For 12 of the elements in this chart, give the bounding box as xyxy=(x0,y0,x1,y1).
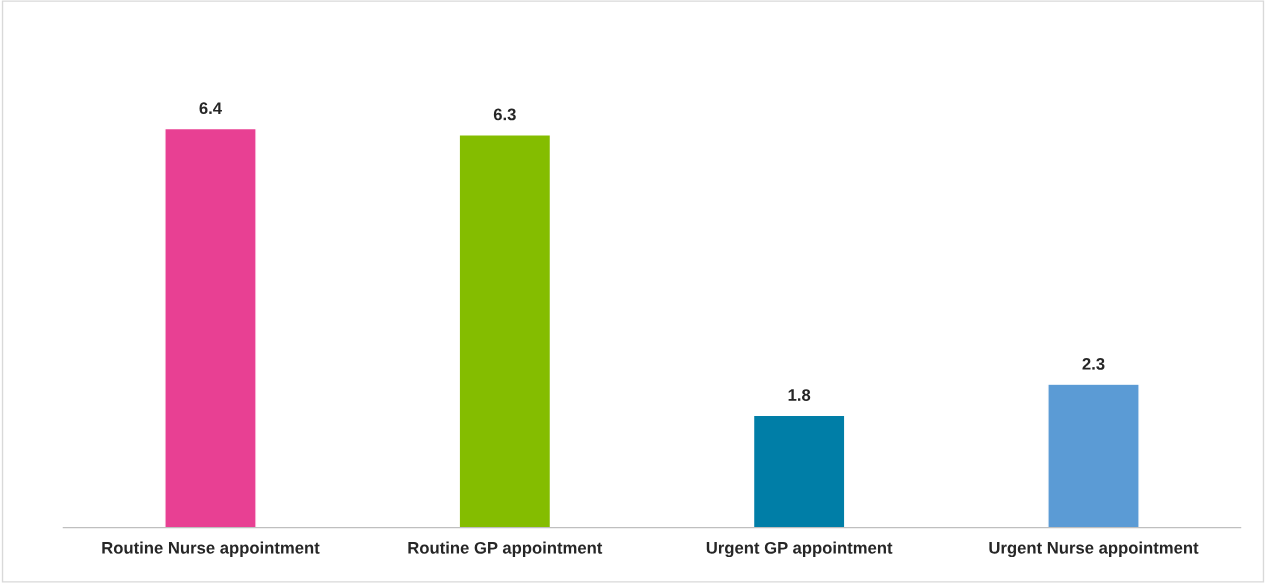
x-tick-label: Routine Nurse appointment xyxy=(102,541,320,558)
bar xyxy=(1047,383,1140,528)
bar xyxy=(752,414,846,528)
x-tick-label: Urgent Nurse appointment xyxy=(989,541,1199,558)
x-tick-label: Routine GP appointment xyxy=(408,541,603,558)
data-label: 1.8 xyxy=(788,389,811,401)
x-tick-label: Urgent GP appointment xyxy=(706,541,893,558)
bar xyxy=(164,127,257,528)
data-label: 2.3 xyxy=(1082,357,1105,370)
bar xyxy=(458,134,552,528)
data-label: 6.3 xyxy=(493,108,516,121)
data-label: 6.4 xyxy=(199,102,222,115)
